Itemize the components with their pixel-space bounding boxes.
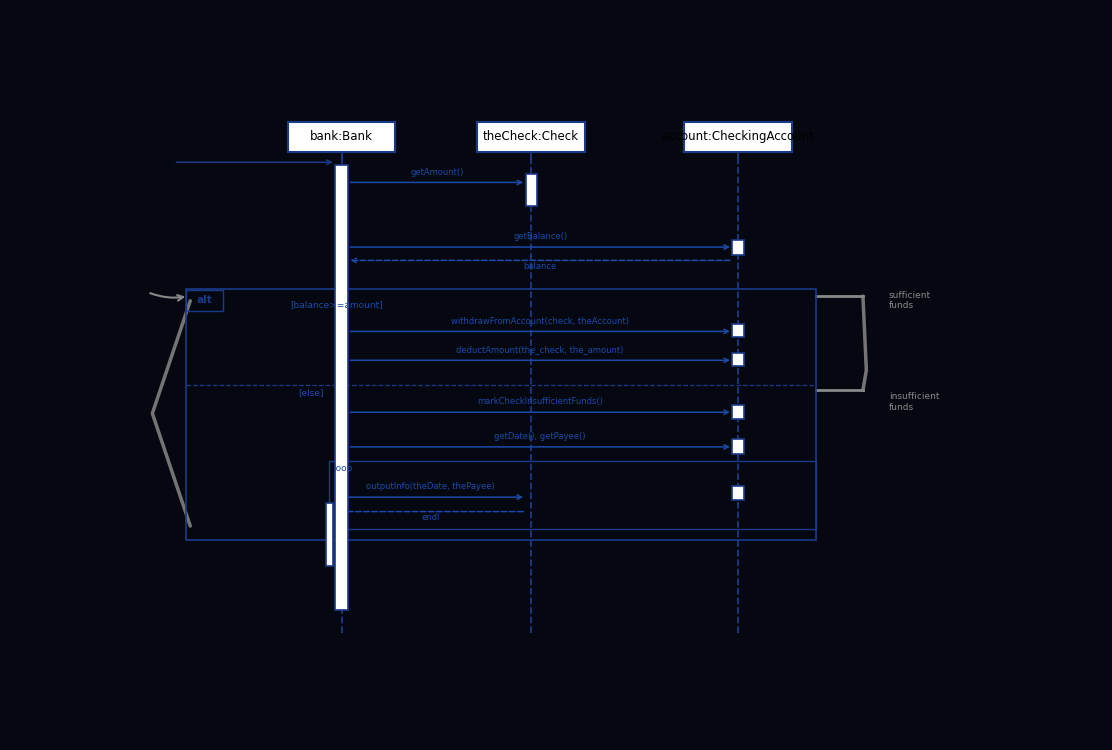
Bar [477, 122, 585, 152]
Bar [326, 503, 332, 566]
Bar [684, 122, 792, 152]
Text: markCheckInsufficientFunds(): markCheckInsufficientFunds() [477, 398, 603, 406]
Text: getAmount(): getAmount() [410, 168, 464, 177]
Bar [288, 122, 396, 152]
Text: getBalance(): getBalance() [513, 232, 567, 242]
Text: loop: loop [332, 464, 353, 473]
Bar [329, 460, 815, 529]
Text: [balance>=amount]: [balance>=amount] [290, 301, 383, 310]
Text: balance: balance [524, 262, 557, 271]
Bar [526, 174, 537, 206]
Bar [733, 440, 744, 454]
Text: getDate(), getPayee(): getDate(), getPayee() [495, 432, 586, 441]
Text: outputInfo(theDate, thePayee): outputInfo(theDate, thePayee) [366, 482, 495, 491]
Bar [733, 485, 744, 500]
Bar [733, 240, 744, 254]
Bar [733, 405, 744, 419]
Text: endl: endl [421, 513, 440, 522]
Bar [335, 165, 348, 610]
Text: [else]: [else] [298, 388, 324, 397]
Bar [733, 324, 744, 338]
Text: sufficient
funds: sufficient funds [888, 291, 931, 310]
Text: bank:Bank: bank:Bank [310, 130, 373, 143]
Text: alt: alt [197, 296, 212, 305]
Text: deductAmount(the_check, the_amount): deductAmount(the_check, the_amount) [457, 346, 624, 355]
Text: account:CheckingAccount: account:CheckingAccount [662, 130, 814, 143]
Bar [733, 352, 744, 366]
Text: theCheck:Check: theCheck:Check [483, 130, 579, 143]
Bar [187, 290, 815, 541]
Text: withdrawFromAccount(check, theAccount): withdrawFromAccount(check, theAccount) [451, 316, 629, 326]
Bar [187, 290, 222, 311]
Text: insufficient
funds: insufficient funds [888, 392, 940, 412]
